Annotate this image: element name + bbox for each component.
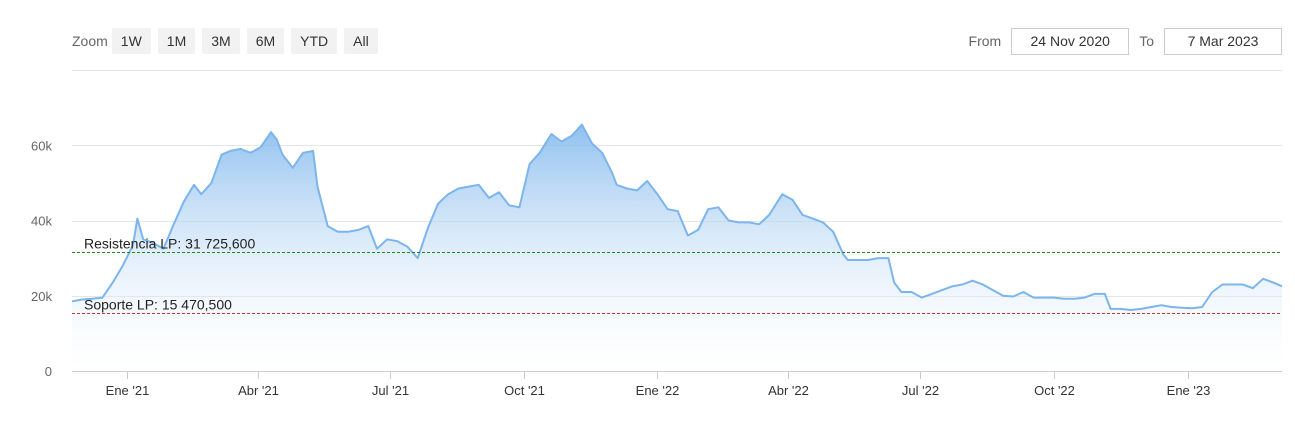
zoom-6m-button[interactable]: 6M [246,28,285,54]
axes: 0 20k 40k 60k Ene '21 Abr '21 Jul '21 Oct '21 En… [31,138,1210,398]
resistance-label: Resistencia LP: 31 725,600 [84,236,255,252]
to-label: To [1139,33,1154,49]
x-tick-label: Oct '22 [1034,383,1075,398]
x-tick-label: Abr '22 [768,383,809,398]
y-tick-label: 40k [31,214,52,229]
zoom-all-button[interactable]: All [344,28,378,54]
series-line [71,123,1283,311]
zoom-label: Zoom [72,33,108,49]
x-tick-label: Jul '21 [372,383,409,398]
y-tick-label: 60k [31,138,52,153]
zoom-1m-button[interactable]: 1M [157,28,196,54]
from-date-input[interactable]: 24 Nov 2020 [1011,27,1130,55]
x-tick-label: Abr '21 [238,383,279,398]
y-tick-label: 20k [31,289,52,304]
x-tick-label: Ene '22 [636,383,680,398]
zoom-3m-button[interactable]: 3M [202,28,240,54]
to-date-input[interactable]: 7 Mar 2023 [1164,27,1282,55]
x-tick-label: Jul '22 [902,383,939,398]
series-area-fill [72,124,1282,371]
plot-lines: Resistencia LP: 31 725,600 Soporte LP: 15… [72,236,1282,314]
date-range-inputs: From 24 Nov 2020 To 7 Mar 2023 [959,27,1282,55]
x-tick-label: Ene '21 [106,383,150,398]
x-tick-label: Oct '21 [504,383,545,398]
series-area [71,123,1283,371]
y-tick-label: 0 [45,364,52,379]
x-tick-label: Ene '23 [1167,383,1211,398]
support-label: Soporte LP: 15 470,500 [84,297,232,313]
zoom-ytd-button[interactable]: YTD [291,28,338,54]
from-label: From [968,33,1002,49]
range-selector-toolbar: Zoom 1W 1M 3M 6M YTD All [72,27,385,55]
zoom-1w-button[interactable]: 1W [111,28,151,54]
